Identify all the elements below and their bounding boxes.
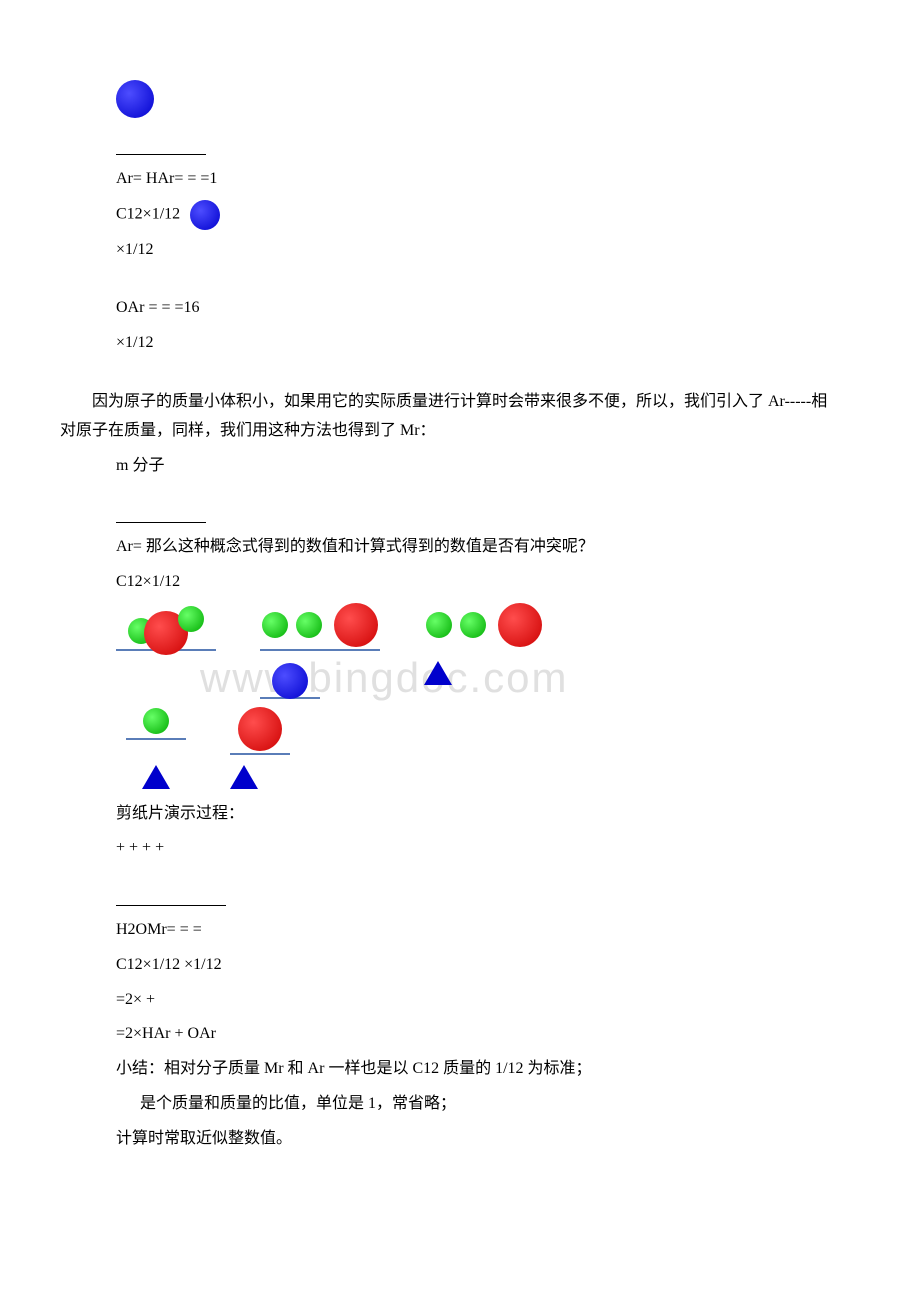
h2o-mr-formula: H2OMr= = = [60,916,860,945]
formula-oar: OAr = = =16 [60,294,860,323]
green-atom-icon [262,612,288,638]
diagram-row-3 [116,707,860,755]
red-atom-icon [498,603,542,647]
red-atom-icon [334,603,378,647]
diagram-row-4 [116,763,860,792]
formula-fraction-2: ×1/12 [60,329,860,358]
equals-2x-formula: =2× + [60,986,860,1015]
triangle-group-1 [424,659,452,688]
blank-group-1 [116,659,216,688]
green-atom-icon [296,612,322,638]
green-atom-icon [460,612,486,638]
underline-2 [60,498,860,527]
blue-atom-group [260,659,320,699]
molecule-group-1 [116,603,216,651]
triangle-icon [230,765,258,789]
c12-formula-2: C12×1/12 ×1/12 [60,951,860,980]
formula-c12-line1: C12×1/12 [60,200,860,230]
demo-process-label: 剪纸片演示过程： [60,800,860,829]
formula-c12-text: C12×1/12 [116,205,180,222]
green-single-group [116,707,196,740]
m-molecule-label: m 分子 [60,452,860,481]
summary-line-2: 是个质量和质量的比值，单位是 1，常省略； [60,1090,860,1119]
green-atom-icon [426,612,452,638]
molecule-group-3 [424,603,544,647]
underline-1 [60,130,860,159]
triangle-icon [424,661,452,685]
triangle-group-3 [230,763,258,792]
molecule-group-2 [260,603,380,651]
green-atom-icon [143,708,169,734]
blue-circle-icon [116,80,154,118]
formula-c12-line2: C12×1/12 [60,568,860,597]
green-atom-icon [178,606,204,632]
summary-line-3: 计算时常取近似整数值。 [60,1125,860,1154]
formula-fraction-1: ×1/12 [60,236,860,265]
blue-circle-inline-icon [190,200,220,230]
equals-har-oar-formula: =2×HAr + OAr [60,1020,860,1049]
diagram-row-1 [116,603,860,651]
document-content: Ar= HAr= = =1 C12×1/12 ×1/12 OAr = = =16… [60,80,860,1154]
blue-atom-icon [272,663,308,699]
underline-3 [60,881,860,910]
triangle-group-2 [116,763,196,792]
formula-ar-har: Ar= HAr= = =1 [60,165,860,194]
explanation-paragraph: 因为原子的质量小体积小，如果用它的实际质量进行计算时会带来很多不便，所以，我们引… [60,388,860,446]
summary-line-1: 小结：相对分子质量 Mr 和 Ar 一样也是以 C12 质量的 1/12 为标准… [60,1055,860,1084]
blue-dot-top [60,80,860,118]
triangle-icon [142,765,170,789]
red-atom-icon [238,707,282,751]
plus-formula: + + + + [60,834,860,863]
red-single-group [230,707,290,755]
diagram-row-2 [116,659,860,699]
formula-ar-question: Ar= 那么这种概念式得到的数值和计算式得到的数值是否有冲突呢？ [60,533,860,562]
